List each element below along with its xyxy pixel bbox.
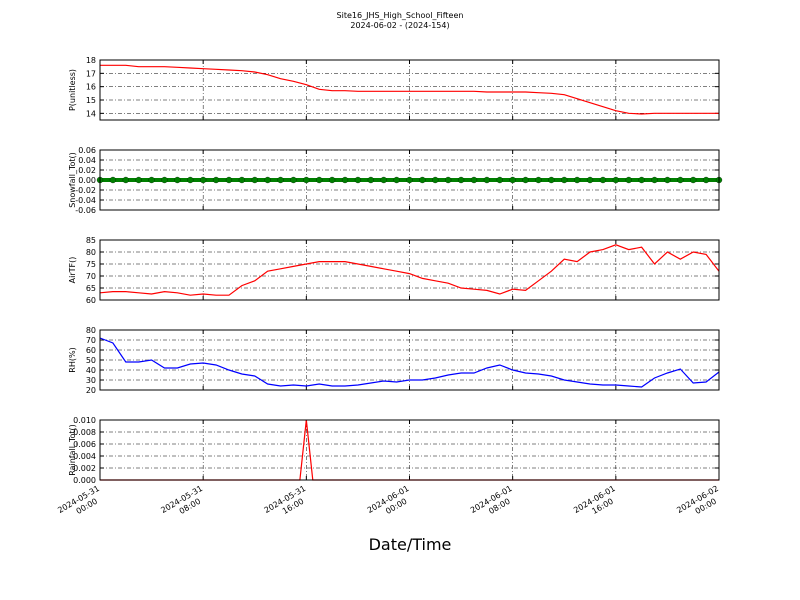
data-point (445, 176, 452, 184)
y-tick-label: 80 (86, 326, 96, 335)
y-tick-label: 65 (86, 284, 96, 293)
y-tick-label: 17 (86, 69, 96, 78)
data-point (651, 176, 658, 184)
y-tick-label: 20 (86, 386, 96, 395)
data-point (238, 176, 246, 184)
data-point (406, 176, 413, 184)
data-point (148, 176, 155, 184)
y-tick-label: 60 (86, 346, 96, 355)
data-point (432, 176, 439, 184)
y-tick-label: 70 (86, 336, 96, 345)
data-point (316, 176, 323, 184)
data-point (354, 176, 362, 184)
data-point (328, 176, 336, 184)
plot-frame (99, 329, 720, 391)
y-tick-label: 15 (86, 96, 96, 105)
y-tick-label: 70 (86, 272, 96, 281)
data-point (290, 176, 297, 184)
data-point (200, 176, 207, 184)
data-point (612, 176, 619, 184)
data-point (419, 176, 426, 184)
data-point (664, 176, 671, 184)
data-point (522, 176, 529, 184)
y-axis-label: Snowfall_Tot() (68, 152, 77, 208)
data-point (677, 176, 684, 184)
data-point (380, 176, 387, 184)
data-point (264, 176, 271, 184)
data-point (277, 176, 284, 184)
y-tick-label: 0.004 (73, 452, 96, 461)
y-axis-label: Rainfall_Tot() (68, 424, 77, 476)
y-tick-label: 0.04 (78, 156, 96, 165)
plot-frame (99, 239, 720, 301)
data-line (100, 64, 719, 115)
data-point (303, 176, 310, 184)
y-tick-label: 30 (86, 376, 96, 385)
data-point (496, 176, 503, 184)
y-tick-label: -0.06 (75, 206, 96, 215)
plot-frame (99, 149, 720, 211)
data-point (393, 176, 400, 184)
data-point (586, 176, 594, 184)
y-tick-label: 75 (86, 260, 96, 269)
chart-subtitle: 2024-06-02 - (2024-154) (350, 21, 449, 30)
y-tick-label: 16 (86, 83, 96, 92)
data-point (225, 176, 233, 184)
data-point (638, 176, 645, 184)
y-tick-label: 18 (86, 56, 96, 65)
data-point (470, 176, 478, 184)
y-tick-label: 80 (86, 248, 96, 257)
data-point (187, 176, 194, 184)
y-axis-label: P(unitless) (68, 69, 77, 111)
y-axis-label: AirTF() (68, 257, 77, 284)
data-point (161, 176, 168, 184)
data-point (251, 176, 258, 184)
y-tick-label: -0.04 (75, 196, 96, 205)
y-tick-label: 60 (86, 296, 96, 305)
data-point (483, 176, 491, 184)
data-point (561, 176, 568, 184)
data-point (702, 176, 710, 184)
plot-frame (99, 59, 720, 121)
data-line (99, 337, 720, 388)
data-line (99, 244, 720, 296)
data-point (341, 176, 349, 184)
x-axis-label: Date/Time (369, 535, 452, 554)
y-tick-label: 50 (86, 356, 96, 365)
y-tick-label: 0.002 (73, 464, 96, 473)
y-tick-label: 0.006 (73, 440, 96, 449)
data-point (509, 176, 516, 184)
data-point (174, 176, 181, 184)
y-tick-label: 0.00 (78, 176, 96, 185)
data-point (122, 176, 129, 184)
data-point (367, 176, 374, 184)
data-point (548, 176, 555, 184)
data-point (599, 176, 607, 184)
data-point (457, 176, 465, 184)
data-point (109, 176, 117, 184)
y-tick-label: 14 (86, 109, 96, 118)
y-tick-label: 85 (86, 236, 96, 245)
y-tick-label: 0.010 (73, 416, 96, 425)
y-tick-label: -0.02 (75, 186, 96, 195)
plot-frame (99, 419, 720, 481)
y-tick-label: 0.008 (73, 428, 96, 437)
data-point (625, 176, 632, 184)
data-point (535, 176, 542, 184)
y-tick-label: 40 (86, 366, 96, 375)
y-tick-label: 0.02 (78, 166, 96, 175)
y-axis-label: RH(%) (68, 347, 77, 372)
y-tick-label: 0.06 (78, 146, 96, 155)
data-point (135, 176, 142, 184)
data-point (690, 176, 697, 184)
data-point (573, 176, 581, 184)
chart-title: Site16_JHS_High_School_Fifteen (337, 11, 464, 20)
data-point (212, 176, 220, 184)
y-tick-label: 0.000 (73, 476, 96, 485)
